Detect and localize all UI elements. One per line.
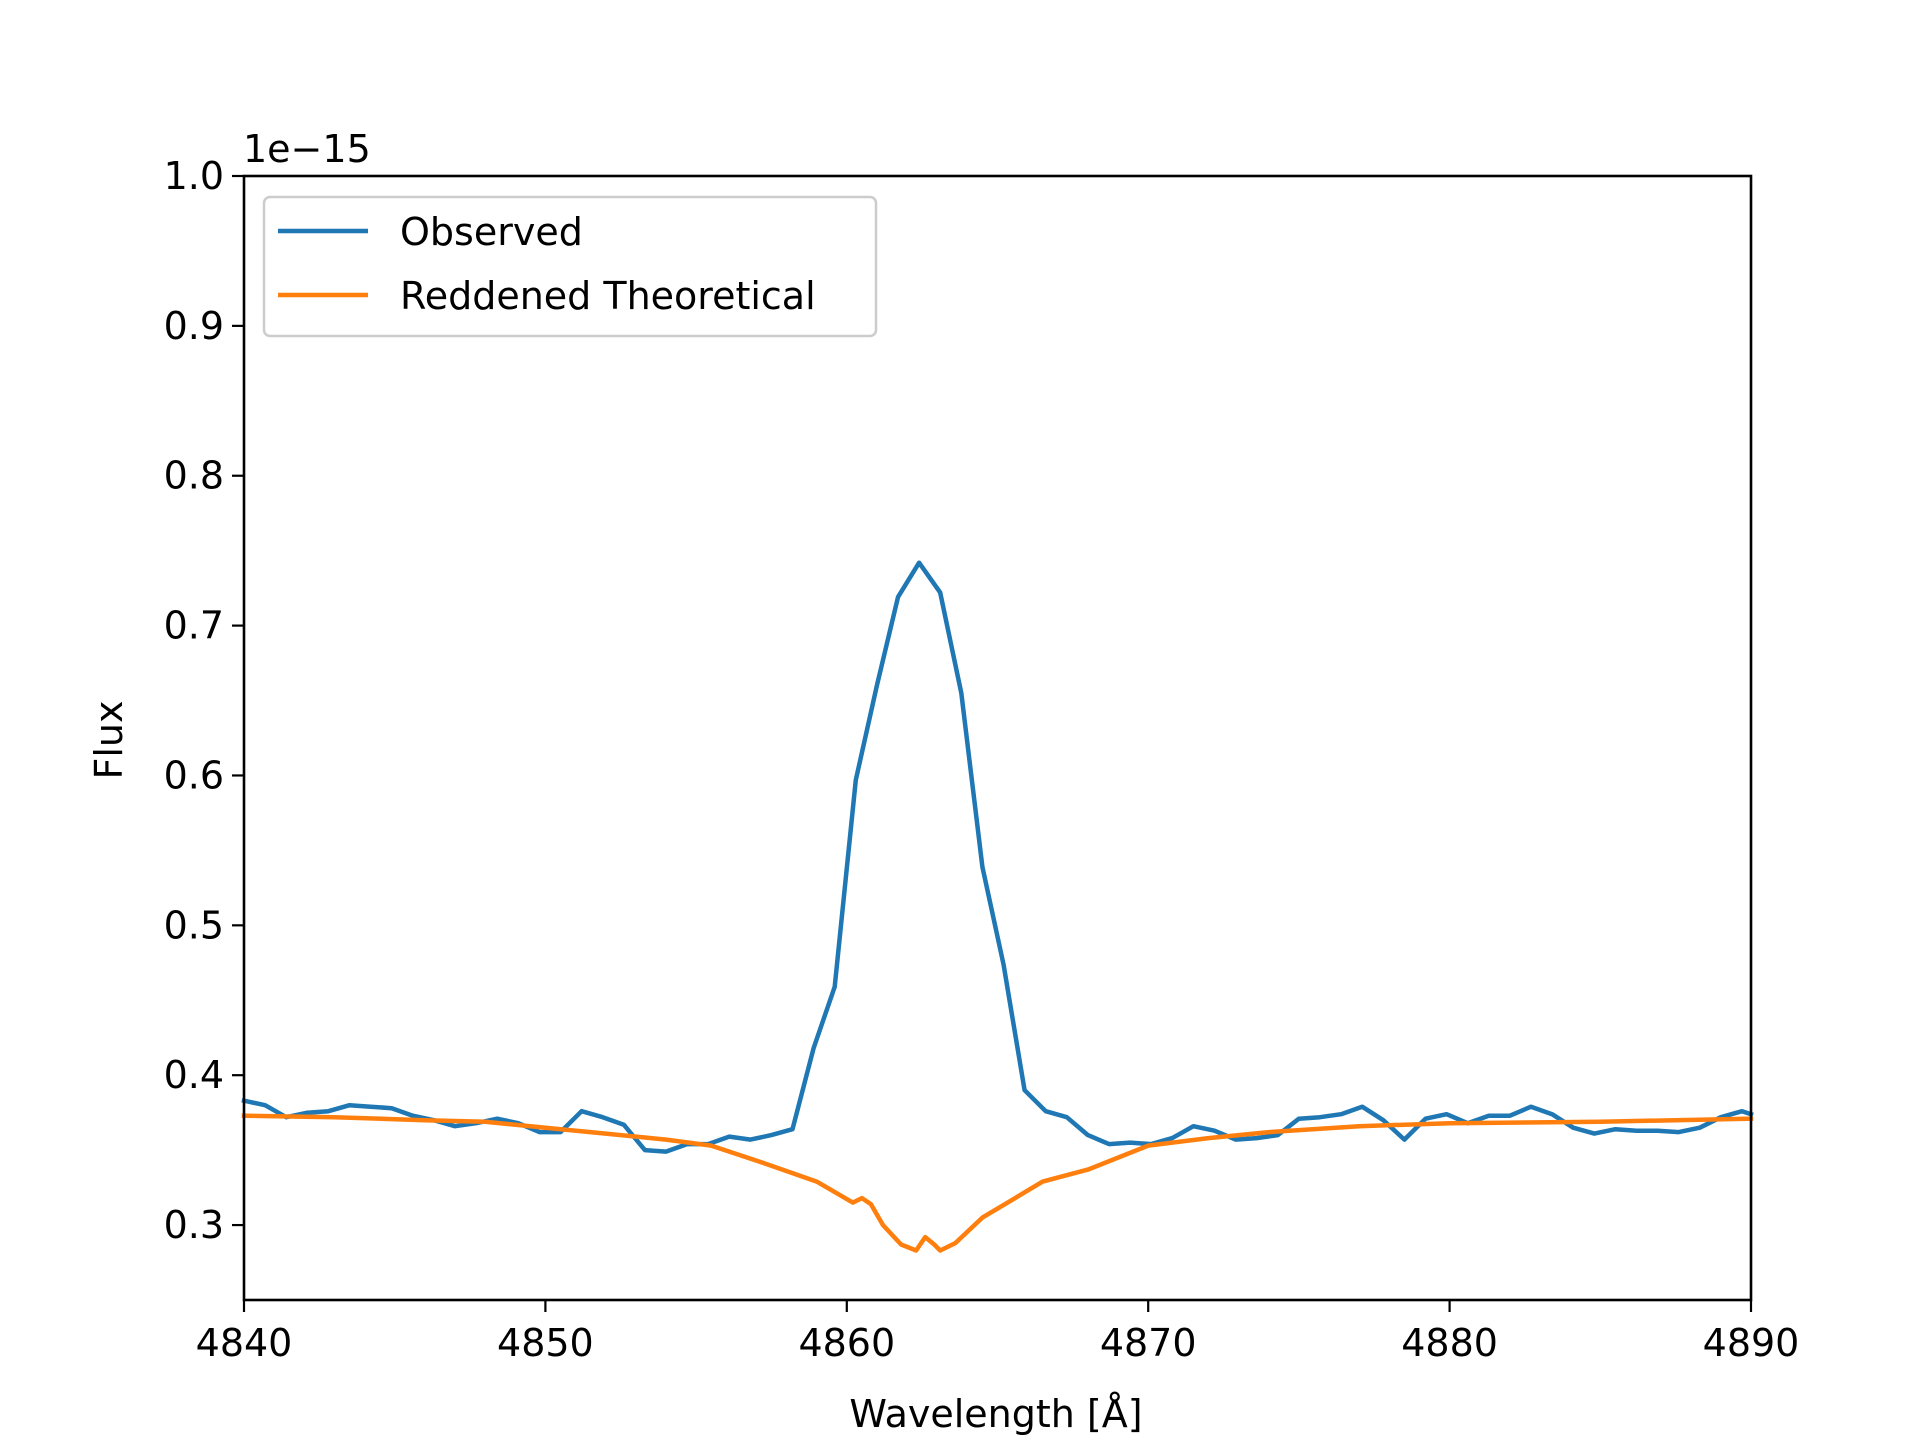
y-tick-label: 1.0 bbox=[164, 154, 224, 198]
plot-frame bbox=[242, 174, 1753, 1302]
legend-box bbox=[262, 195, 878, 338]
y-axis: 0.3 0.4 0.5 0.6 0.7 0.8 0.9 1.0 bbox=[164, 154, 244, 1247]
x-tick-label: 4860 bbox=[798, 1321, 895, 1365]
x-tick-label: 4840 bbox=[196, 1321, 293, 1365]
x-tick-label: 4850 bbox=[497, 1321, 594, 1365]
series-line-observed bbox=[241, 560, 1754, 1154]
y-tick-label: 0.8 bbox=[164, 454, 224, 498]
y-tick-label: 0.4 bbox=[164, 1053, 224, 1097]
legend: Observed Reddened Theoretical bbox=[262, 195, 878, 338]
x-axis-label: Wavelength [Å] bbox=[849, 1392, 1142, 1436]
y-tick-label: 0.3 bbox=[164, 1203, 224, 1247]
y-axis-label: Flux bbox=[87, 701, 131, 780]
legend-label-reddened-theoretical: Reddened Theoretical bbox=[400, 274, 816, 318]
series-lines bbox=[241, 560, 1754, 1253]
y-offset-text: 1e−15 bbox=[243, 127, 371, 171]
x-tick-label: 4890 bbox=[1703, 1321, 1800, 1365]
legend-label-observed: Observed bbox=[400, 210, 583, 254]
y-tick-label: 0.6 bbox=[164, 753, 224, 797]
y-tick-label: 0.7 bbox=[164, 604, 224, 648]
y-tick-label: 0.9 bbox=[164, 304, 224, 348]
series-line-reddened-theoretical bbox=[241, 1113, 1754, 1253]
y-tick-label: 0.5 bbox=[164, 903, 224, 947]
x-tick-label: 4880 bbox=[1401, 1321, 1498, 1365]
x-tick-label: 4870 bbox=[1100, 1321, 1197, 1365]
x-axis: 4840 4850 4860 4870 4880 4890 bbox=[196, 1300, 1800, 1365]
